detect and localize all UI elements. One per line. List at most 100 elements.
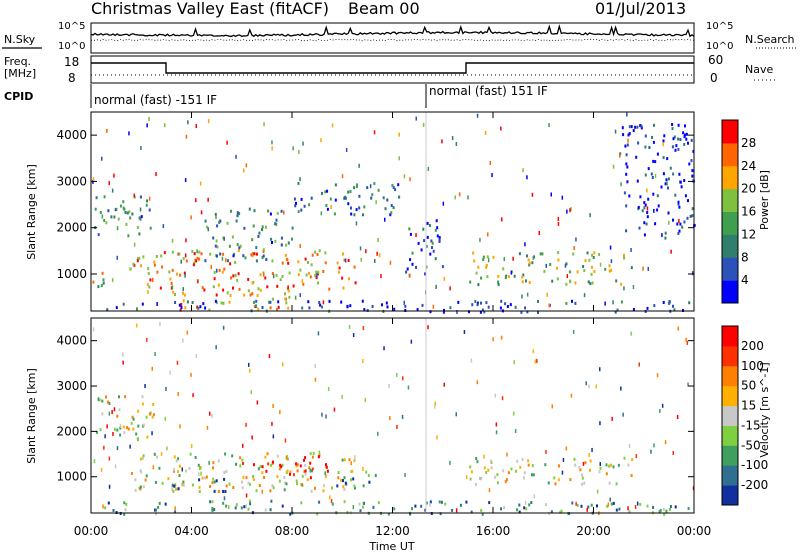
echo-cell — [485, 265, 488, 269]
echo-cell — [576, 503, 579, 507]
echo-cell — [140, 470, 143, 474]
echo-cell — [301, 474, 304, 478]
echo-cell — [212, 236, 215, 240]
echo-cell — [146, 123, 148, 128]
echo-cell — [331, 486, 333, 490]
echo-cell — [243, 226, 246, 230]
echo-cell — [248, 362, 250, 367]
nsearch-line — [90, 38, 695, 42]
echo-cell — [630, 248, 632, 252]
nave-tick-top: 60 — [708, 53, 723, 67]
echo-cell — [353, 186, 356, 190]
echo-cell — [285, 301, 288, 305]
echo-cell — [620, 300, 623, 304]
echo-cell — [583, 481, 586, 485]
echo-cell — [361, 299, 364, 303]
echo-cell — [243, 505, 246, 509]
echo-cell — [557, 251, 560, 255]
echo-cell — [372, 505, 375, 509]
echo-cell — [244, 256, 247, 260]
echo-cell — [294, 204, 297, 208]
echo-cell — [575, 501, 577, 506]
echo-cell — [277, 300, 280, 304]
echo-cell — [502, 469, 505, 473]
echo-cell — [155, 512, 157, 516]
echo-cell — [132, 417, 135, 421]
echo-cell — [585, 381, 587, 386]
echo-cell — [340, 478, 343, 482]
echo-cell — [276, 475, 279, 479]
echo-cell — [208, 308, 211, 312]
echo-cell — [687, 141, 689, 145]
echo-cell — [515, 469, 518, 473]
echo-cell — [354, 486, 356, 490]
echo-cell — [524, 242, 526, 247]
echo-cell — [475, 271, 478, 275]
echo-cell — [269, 306, 272, 310]
echo-cell — [132, 262, 135, 266]
echo-cell — [354, 281, 357, 285]
echo-cell — [583, 269, 586, 272]
echo-cell — [665, 178, 668, 182]
echo-cell — [156, 270, 159, 274]
echo-cell — [451, 136, 454, 141]
echo-cell — [288, 271, 291, 275]
echo-cell — [116, 226, 119, 231]
echo-cell — [554, 482, 557, 486]
echo-cell — [626, 180, 629, 184]
echo-cell — [113, 215, 116, 219]
echo-cell — [299, 464, 302, 468]
echo-cell — [101, 412, 104, 416]
echo-cell — [125, 502, 128, 506]
echo-cell — [343, 488, 346, 491]
echo-cell — [658, 510, 661, 514]
echo-cell — [396, 372, 398, 377]
echo-cell — [521, 280, 524, 284]
echo-cell — [471, 303, 474, 307]
colorbar-tick-label: 16 — [741, 205, 756, 219]
echo-cell — [691, 169, 694, 173]
echo-cell — [619, 153, 621, 158]
echo-cell — [142, 255, 145, 259]
echo-cell — [106, 308, 109, 312]
echo-cell — [626, 165, 629, 169]
echo-cell — [623, 256, 626, 260]
echo-cell — [621, 126, 624, 130]
echo-cell — [657, 204, 660, 208]
echo-cell — [623, 286, 625, 291]
colorbar-tick-label: 4 — [741, 273, 749, 287]
echo-cell — [222, 252, 225, 256]
echo-cell — [569, 208, 571, 213]
echo-cell — [146, 199, 149, 203]
echo-cell — [186, 300, 189, 304]
echo-cell — [526, 292, 529, 297]
echo-cell — [593, 270, 596, 273]
echo-cell — [643, 221, 646, 225]
echo-cell — [485, 470, 488, 474]
echo-cell — [198, 472, 200, 477]
echo-cell — [408, 227, 411, 231]
echo-cell — [676, 222, 679, 226]
echo-cell — [548, 303, 551, 308]
echo-cell — [253, 463, 255, 467]
echo-cell — [204, 219, 207, 223]
echo-cell — [111, 188, 114, 193]
echo-cell — [242, 254, 245, 258]
echo-cell — [135, 323, 138, 328]
echo-cell — [97, 233, 100, 237]
echo-cell — [248, 499, 251, 503]
echo-cell — [253, 209, 256, 213]
echo-cell — [647, 266, 649, 271]
echo-cell — [112, 432, 114, 436]
echo-cell — [287, 241, 290, 245]
echo-cell — [683, 142, 686, 146]
echo-cell — [504, 480, 507, 484]
echo-cell — [148, 196, 151, 201]
echo-cell — [95, 196, 98, 200]
echo-cell — [409, 512, 412, 516]
echo-cell — [635, 454, 638, 459]
echo-cell — [251, 254, 254, 258]
nsky-label: N.Sky — [4, 33, 36, 46]
colorbar-tick-label: 8 — [741, 250, 749, 264]
echo-cell — [371, 305, 374, 308]
